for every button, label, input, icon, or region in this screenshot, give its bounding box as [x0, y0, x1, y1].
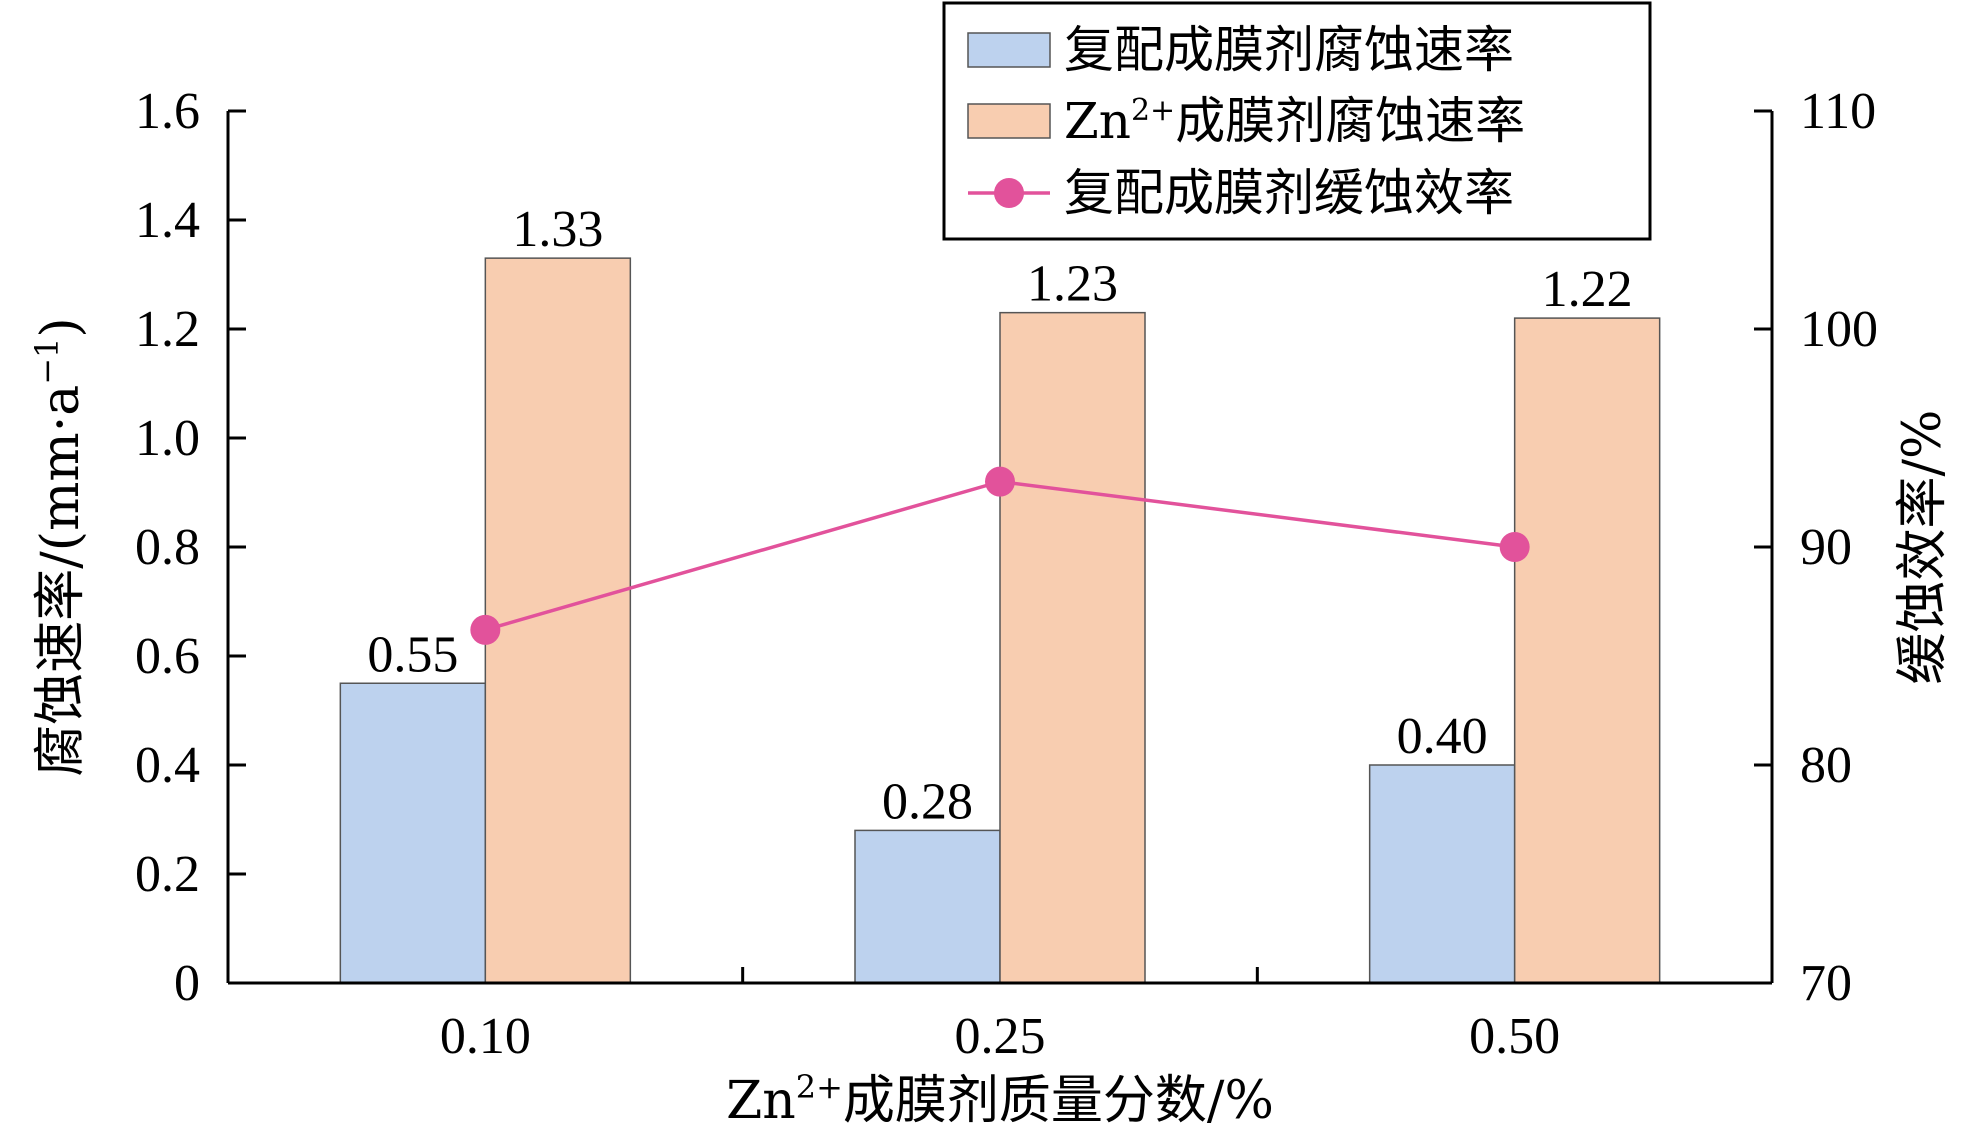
bar-zn-0.10	[484, 257, 632, 984]
y-right-tick-label-90: 90	[1800, 519, 1852, 576]
y-left-tick-label-0: 0	[174, 955, 200, 1012]
y-left-tick-label-1.2: 1.2	[135, 301, 200, 358]
legend-label-compound: 复配成膜剂腐蚀速率	[1064, 21, 1514, 79]
y-axis-left-title: 腐蚀速率/(mm·a−1)	[28, 317, 91, 776]
legend-box	[942, 1, 1652, 241]
y-right-tick-label-110: 110	[1800, 83, 1876, 140]
bar-compound-0.25	[854, 829, 1001, 984]
data-label-compound-0.10: 0.55	[367, 626, 458, 683]
axes: 0 0.2 0.4 0.6 0.8 1.0 1.2 1.4 1.6 70 80 90 100 110 0.1…	[28, 83, 1953, 1131]
y-left-tick-label-1.4: 1.4	[135, 192, 200, 249]
y-left-tick-label-0.6: 0.6	[135, 628, 200, 685]
y-left-tick-label-0.8: 0.8	[135, 519, 200, 576]
legend-label-inhibition: 复配成膜剂缓蚀效率	[1064, 164, 1514, 222]
point-inhibition-0.10	[470, 614, 501, 645]
y-right-tick-label-80: 80	[1800, 737, 1852, 794]
data-label-compound-0.25: 0.28	[882, 773, 973, 830]
y-left-tick-label-0.4: 0.4	[135, 737, 200, 794]
y-left-tick-label-1.6: 1.6	[135, 83, 200, 140]
legend-swatch-zn	[967, 103, 1051, 139]
plot-area: 0.55 1.33 0.28 1.23 0.40 1.22	[339, 201, 1661, 984]
legend-swatch-compound	[967, 32, 1051, 68]
y-left-tick-label-0.2: 0.2	[135, 846, 200, 903]
data-label-compound-0.50: 0.40	[1397, 708, 1488, 765]
x-tick-label-0.50: 0.50	[1469, 1008, 1560, 1065]
bar-zn-0.25	[999, 311, 1146, 984]
data-label-zn-0.50: 1.22	[1542, 261, 1633, 318]
bar-compound-0.50	[1368, 764, 1516, 984]
bar-zn-0.50	[1513, 317, 1661, 984]
x-tick-label-0.25: 0.25	[955, 1008, 1046, 1065]
point-inhibition-0.25	[985, 466, 1015, 497]
bar-compound-0.10	[339, 682, 487, 984]
data-label-zn-0.10: 1.33	[512, 201, 603, 258]
point-inhibition-0.50	[1499, 532, 1530, 562]
y-left-tick-label-1.0: 1.0	[135, 410, 200, 467]
y-right-tick-label-70: 70	[1800, 955, 1852, 1012]
y-axis-right-title: 缓蚀效率/%	[1893, 410, 1953, 685]
y-right-tick-label-100: 100	[1800, 301, 1878, 358]
data-label-zn-0.25: 1.23	[1027, 256, 1118, 313]
legend-marker-inhibition	[994, 178, 1024, 208]
legend-label-zn: Zn2+成膜剂腐蚀速率	[1064, 92, 1525, 150]
x-axis-title: Zn2+成膜剂质量分数/%	[726, 1068, 1274, 1131]
x-tick-label-0.10: 0.10	[440, 1008, 531, 1065]
